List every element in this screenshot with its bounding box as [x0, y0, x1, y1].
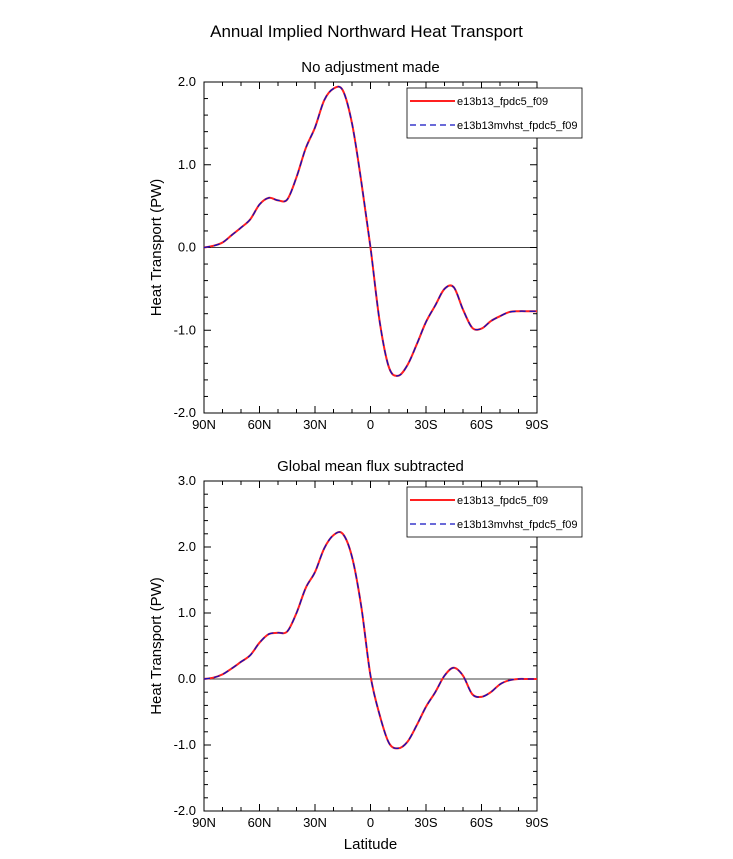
panel1-x-tick-label: 30S	[414, 417, 437, 432]
panel2-y-tick-label: -1.0	[174, 737, 196, 752]
panel1-x-tick-label: 90S	[525, 417, 548, 432]
panel1-x-tick-label: 0	[367, 417, 374, 432]
panel1-legend-label-1: e13b13_fpdc5_f09	[457, 96, 548, 108]
panel2-x-tick-label: 90S	[525, 815, 548, 830]
panel2-legend-label-2: e13b13mvhst_fpdc5_f09	[457, 519, 577, 531]
panel2-series-line-2	[203, 531, 537, 750]
panel1-x-tick-label: 60S	[470, 417, 493, 432]
panel1-legend-box	[406, 87, 583, 139]
panel1-subtitle: No adjustment made	[301, 59, 439, 76]
panel1-series-line-2	[203, 86, 537, 377]
panel1-y-tick-label: -2.0	[174, 405, 196, 420]
panel1-y-tick-label: 2.0	[178, 74, 196, 89]
panel1-legend-label-2: e13b13mvhst_fpdc5_f09	[457, 120, 577, 132]
panel2-legend-box	[406, 486, 583, 538]
panel2-legend-label-1: e13b13_fpdc5_f09	[457, 495, 548, 507]
panel2-x-tick-label: 30S	[414, 815, 437, 830]
panel1-y-tick-label: -1.0	[174, 322, 196, 337]
panel1-x-tick-label: 30N	[303, 417, 327, 432]
panel2-x-axis-label: Latitude	[344, 836, 397, 853]
panel2-y-tick-label: 2.0	[178, 539, 196, 554]
panel2-subtitle: Global mean flux subtracted	[277, 458, 464, 475]
panel2-y-tick-label: 3.0	[178, 473, 196, 488]
panel2-x-tick-label: 90N	[192, 815, 216, 830]
panel1-y-tick-label: 0.0	[178, 240, 196, 255]
panel1-y-axis-label: Heat Transport (PW)	[148, 179, 165, 317]
panel2-x-tick-label: 60S	[470, 815, 493, 830]
panel2-y-tick-label: 1.0	[178, 605, 196, 620]
figure-title: Annual Implied Northward Heat Transport	[210, 22, 523, 41]
panel1-y-tick-label: 1.0	[178, 157, 196, 172]
panel2-x-tick-label: 0	[367, 815, 374, 830]
panel1-x-tick-label: 90N	[192, 417, 216, 432]
panel2-y-tick-label: -2.0	[174, 803, 196, 818]
panel2-x-tick-label: 30N	[303, 815, 327, 830]
panel2-x-tick-label: 60N	[248, 815, 272, 830]
panel2-y-axis-label: Heat Transport (PW)	[148, 577, 165, 715]
panel2-series-line-1	[203, 530, 537, 750]
panel1-x-tick-label: 60N	[248, 417, 272, 432]
panel2-y-tick-label: 0.0	[178, 671, 196, 686]
